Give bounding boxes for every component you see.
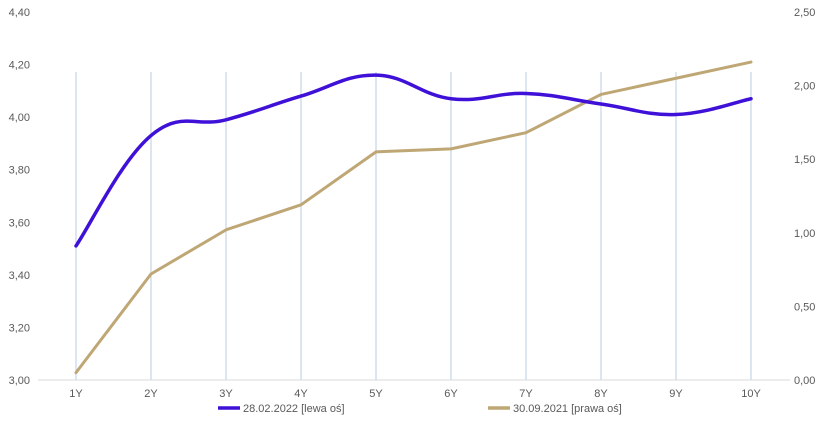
left-y-tick-label: 3,00: [9, 375, 30, 387]
left-y-tick-label: 4,00: [9, 112, 30, 124]
series-line-left-axis: [74, 73, 753, 248]
right-y-tick-label: 1,50: [794, 154, 815, 166]
left-y-tick-label: 4,40: [9, 7, 30, 19]
left-y-tick-label: 3,20: [9, 322, 30, 334]
x-tick-label: 4Y: [294, 388, 308, 400]
series-lines: [74, 60, 753, 375]
x-tick-label: 8Y: [594, 388, 608, 400]
grid-lines: [38, 72, 790, 381]
legend: 28.02.2022 [lewa oś] 30.09.2021 [prawa oś…: [218, 403, 622, 415]
left-axis-ticks: 3,00 3,20 3,40 3,60 3,80 4,00 4,20 4,40: [9, 7, 30, 387]
right-axis-ticks: 0,00 0,50 1,00 1,50 2,00 2,50: [794, 7, 815, 387]
right-y-tick-label: 1,00: [794, 228, 815, 240]
left-y-tick-label: 3,40: [9, 270, 30, 282]
x-tick-label: 2Y: [144, 388, 158, 400]
left-y-tick-label: 3,60: [9, 217, 30, 229]
x-tick-label: 5Y: [369, 388, 383, 400]
x-tick-label: 1Y: [69, 388, 83, 400]
right-y-tick-label: 2,50: [794, 7, 815, 19]
legend-label: 30.09.2021 [prawa oś]: [513, 403, 622, 415]
left-y-tick-label: 4,20: [9, 60, 30, 72]
x-tick-label: 9Y: [669, 388, 683, 400]
right-y-tick-label: 0,50: [794, 301, 815, 313]
right-y-tick-label: 0,00: [794, 375, 815, 387]
x-tick-label: 6Y: [444, 388, 458, 400]
x-tick-label: 10Y: [741, 388, 761, 400]
x-axis-ticks: 1Y 2Y 3Y 4Y 5Y 6Y 7Y 8Y 9Y 10Y: [69, 388, 761, 400]
x-tick-label: 3Y: [219, 388, 233, 400]
right-y-tick-label: 2,00: [794, 81, 815, 93]
left-y-tick-label: 3,80: [9, 165, 30, 177]
legend-label: 28.02.2022 [lewa oś]: [243, 403, 345, 415]
x-tick-label: 7Y: [519, 388, 533, 400]
series-line-right-axis: [74, 60, 753, 375]
